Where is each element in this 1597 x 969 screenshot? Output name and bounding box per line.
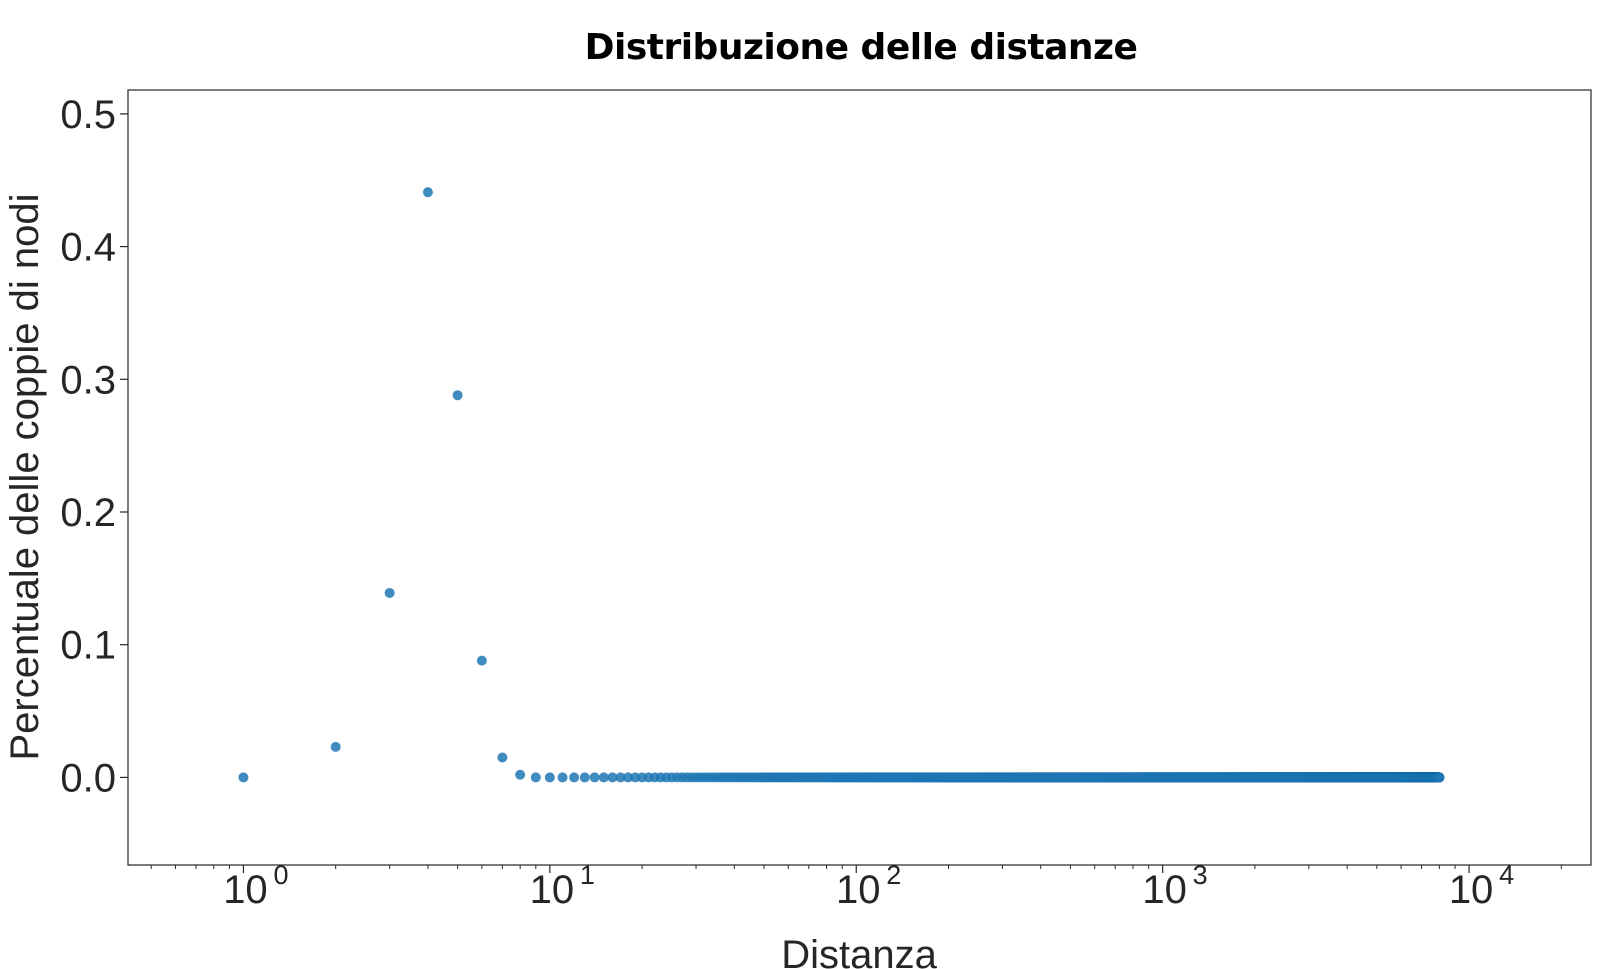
- data-point: [422, 187, 433, 198]
- data-point: [557, 772, 568, 783]
- data-point: [589, 772, 600, 783]
- x-tick-base: 10: [1449, 868, 1494, 912]
- x-axis: 10 0 10 1 10 2 10 3 10 4: [150, 860, 1562, 912]
- x-tick-label: 10 0: [223, 860, 288, 912]
- x-tick-base: 10: [1142, 868, 1187, 912]
- y-tick-label: 0.4: [60, 226, 116, 270]
- plot-area-frame: [127, 89, 1592, 866]
- y-axis: 0.0 0.1 0.2 0.3 0.4 0.5: [60, 93, 128, 800]
- data-point: [330, 741, 341, 752]
- x-tick-exponent: 1: [580, 860, 595, 890]
- data-point: [607, 772, 618, 783]
- data-point: [238, 772, 249, 783]
- x-tick-base: 10: [530, 868, 575, 912]
- y-tick-label: 0.3: [60, 358, 116, 402]
- x-tick-base: 10: [836, 868, 881, 912]
- data-point: [497, 752, 508, 763]
- x-tick-exponent: 0: [273, 860, 288, 890]
- data-point: [615, 772, 626, 783]
- data-point: [569, 772, 580, 783]
- x-tick-label: 10 3: [1142, 860, 1207, 912]
- x-tick-exponent: 2: [886, 860, 901, 890]
- y-tick-label: 0.0: [60, 756, 116, 800]
- x-tick-base: 10: [223, 868, 268, 912]
- x-tick-exponent: 3: [1193, 860, 1208, 890]
- x-tick-label: 10 1: [530, 860, 595, 912]
- x-tick-exponent: 4: [1499, 860, 1514, 890]
- data-points: [238, 187, 1445, 783]
- data-point: [452, 390, 463, 401]
- chart-title: Distribuzione delle distanze: [585, 27, 1138, 68]
- data-point: [384, 587, 395, 598]
- data-point: [515, 769, 526, 780]
- x-tick-label: 10 2: [836, 860, 901, 912]
- data-point: [579, 772, 590, 783]
- data-point: [530, 772, 541, 783]
- data-point: [476, 655, 487, 666]
- y-tick-label: 0.5: [60, 93, 116, 137]
- y-tick-label: 0.1: [60, 624, 116, 668]
- data-point: [598, 772, 609, 783]
- data-point: [544, 772, 555, 783]
- x-tick-label: 10 4: [1449, 860, 1514, 912]
- data-point: [623, 772, 634, 783]
- y-tick-label: 0.2: [60, 491, 116, 535]
